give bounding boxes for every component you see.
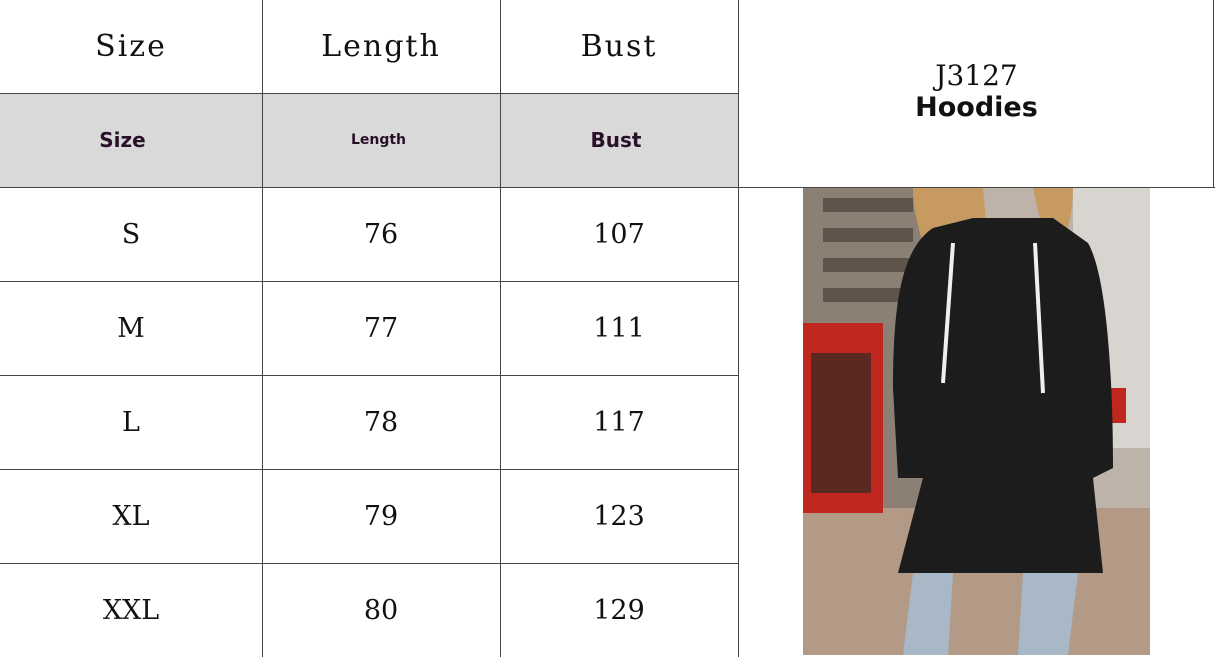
cell-bust: 123 (593, 500, 645, 532)
header-length: Length (321, 29, 441, 64)
hoodie (893, 218, 1113, 573)
cell-size: XXL (102, 594, 160, 626)
product-code: J3127 (935, 59, 1018, 92)
cell-bust: 117 (593, 406, 645, 438)
cell-size: L (122, 406, 140, 438)
header-bust: Bust (580, 29, 658, 64)
cell-length: 80 (363, 594, 399, 626)
subheader-bust: Bust (500, 93, 732, 187)
cell-size: M (117, 312, 145, 344)
cell-length: 76 (363, 218, 399, 250)
cell-bust: 107 (593, 218, 645, 250)
subheader-length: Length (262, 93, 495, 187)
subheader-size: Size (0, 93, 245, 187)
cell-length: 78 (363, 406, 399, 438)
product-title: J3127 Hoodies (738, 0, 1215, 187)
cell-bust: 129 (593, 594, 645, 626)
cell-size: XL (112, 500, 150, 532)
cell-length: 77 (363, 312, 399, 344)
cell-size: S (121, 218, 141, 250)
product-photo (803, 188, 1150, 655)
header-size: Size (95, 29, 167, 64)
cell-bust: 111 (593, 312, 645, 344)
product-name: Hoodies (915, 92, 1038, 123)
cell-length: 79 (363, 500, 399, 532)
